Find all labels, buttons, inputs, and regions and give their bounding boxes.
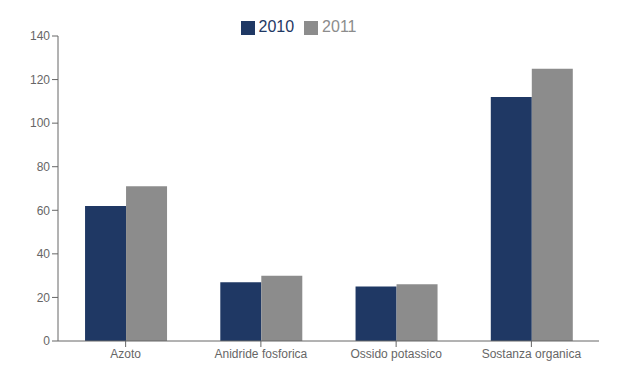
svg-text:140: 140 — [30, 29, 50, 43]
svg-text:60: 60 — [37, 204, 51, 218]
svg-text:Anidride fosforica: Anidride fosforica — [215, 347, 308, 361]
svg-text:0: 0 — [43, 334, 50, 348]
svg-text:40: 40 — [37, 247, 51, 261]
svg-text:100: 100 — [30, 116, 50, 130]
svg-text:Azoto: Azoto — [110, 347, 141, 361]
svg-text:80: 80 — [37, 160, 51, 174]
html-text:2010: 2010 — [258, 18, 295, 35]
svg-text:Sostanza organica: Sostanza organica — [482, 347, 582, 361]
svg-text:20: 20 — [37, 291, 51, 305]
html-text:2011: 2011 — [322, 18, 357, 35]
svg-text:120: 120 — [30, 73, 50, 87]
svg-text:Ossido potassico: Ossido potassico — [350, 347, 442, 361]
